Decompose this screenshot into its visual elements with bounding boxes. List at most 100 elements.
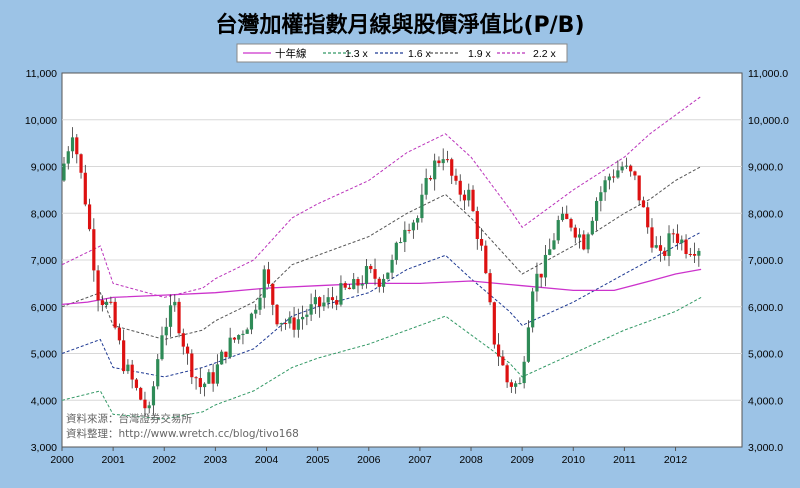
band-line-13 bbox=[61, 296, 702, 420]
candles bbox=[62, 127, 701, 416]
candle-body bbox=[569, 219, 573, 228]
candle-body bbox=[318, 297, 322, 307]
candle-body bbox=[262, 269, 266, 298]
x-tick-label: 2004 bbox=[255, 454, 279, 466]
candle-body bbox=[134, 379, 139, 388]
candle-body bbox=[70, 137, 75, 152]
candle-body bbox=[177, 301, 181, 334]
candle-body bbox=[654, 245, 658, 248]
x-tick-label: 2000 bbox=[50, 454, 74, 466]
candle-body bbox=[684, 239, 688, 254]
candle-body bbox=[637, 175, 641, 201]
candle-body bbox=[228, 337, 232, 358]
candle-body bbox=[339, 283, 343, 305]
candle-body bbox=[454, 175, 458, 181]
x-tick-label: 2005 bbox=[306, 454, 330, 466]
legend-label: 1.3 x bbox=[345, 48, 369, 60]
candle-body bbox=[326, 297, 330, 303]
y-tick-label-right: 5,000.0 bbox=[748, 349, 783, 361]
candle-body bbox=[697, 250, 701, 256]
x-tick-label: 2009 bbox=[510, 454, 534, 466]
candle-body bbox=[266, 269, 271, 284]
candle-body bbox=[198, 378, 202, 388]
candle-body bbox=[612, 176, 616, 178]
x-tick-label: 2006 bbox=[357, 454, 381, 466]
candle-body bbox=[641, 200, 646, 208]
candle-body bbox=[586, 234, 590, 250]
candle-body bbox=[514, 383, 518, 387]
candle-body bbox=[445, 159, 450, 161]
candle-body bbox=[556, 220, 560, 241]
candle-body bbox=[573, 227, 577, 238]
candle-body bbox=[147, 405, 151, 409]
candle-body bbox=[245, 329, 249, 334]
candle-body bbox=[671, 233, 675, 235]
annotation-source: 資料來源：台灣證券交易所 bbox=[66, 412, 192, 425]
candle-body bbox=[254, 309, 258, 314]
x-axis: 2000 2001 2002 2003 2004 2005 2006 2007 2008 2009… bbox=[50, 447, 687, 466]
candle-body bbox=[398, 242, 403, 244]
candle-body bbox=[275, 304, 279, 325]
x-tick-label: 2002 bbox=[153, 454, 177, 466]
candle-body bbox=[590, 220, 594, 235]
candle-body bbox=[633, 171, 637, 176]
candle-body bbox=[160, 335, 164, 360]
candle-body bbox=[692, 254, 697, 256]
x-tick-label: 2003 bbox=[204, 454, 228, 466]
candle-body bbox=[300, 316, 305, 320]
candle-body bbox=[424, 178, 428, 195]
candle-body bbox=[83, 172, 87, 205]
candle-body bbox=[560, 213, 565, 221]
chart-title: 台灣加權指數月線與股價淨值比(P/B) bbox=[215, 12, 584, 38]
y-tick-label-left: 3,000 bbox=[31, 442, 57, 454]
candle-body bbox=[675, 233, 680, 244]
candle-body bbox=[79, 154, 83, 173]
candle-body bbox=[582, 234, 586, 250]
legend-label: 1.6 x bbox=[408, 48, 432, 60]
candle-body bbox=[522, 361, 526, 384]
candle-body bbox=[190, 353, 194, 378]
candle-body bbox=[437, 160, 441, 164]
candle-body bbox=[663, 250, 667, 256]
candle-body bbox=[667, 233, 671, 256]
candle-body bbox=[518, 383, 522, 385]
candle-body bbox=[288, 317, 292, 324]
candle-body bbox=[577, 234, 582, 238]
candle-body bbox=[680, 239, 684, 244]
legend-label: 十年線 bbox=[275, 47, 307, 60]
candle-body bbox=[386, 272, 390, 279]
candle-body bbox=[335, 300, 339, 305]
candle-body bbox=[492, 302, 496, 345]
x-tick-label: 2011 bbox=[613, 454, 636, 466]
candle-body bbox=[407, 229, 411, 231]
candle-body bbox=[117, 327, 121, 341]
left-y-axis: 3,000 4,000 5,000 6,000 7,000 8,000 9,000 10,00… bbox=[25, 68, 57, 454]
y-tick-label-left: 4,000 bbox=[31, 395, 57, 407]
candle-body bbox=[531, 291, 535, 328]
candle-body bbox=[420, 194, 424, 219]
candle-body bbox=[203, 383, 207, 388]
candle-body bbox=[462, 194, 467, 201]
candle-body bbox=[271, 283, 275, 305]
y-tick-label-left: 6,000 bbox=[31, 302, 57, 314]
candle-body bbox=[599, 192, 603, 201]
candle-body bbox=[347, 287, 352, 290]
y-tick-label-right: 9,000.0 bbox=[748, 162, 783, 174]
candle-body bbox=[75, 137, 79, 155]
candle-body bbox=[194, 377, 198, 379]
candle-body bbox=[211, 372, 215, 384]
candle-body bbox=[624, 165, 629, 167]
x-tick-label: 2008 bbox=[459, 454, 483, 466]
y-tick-label-left: 11,000 bbox=[26, 68, 57, 80]
legend-label: 1.9 x bbox=[468, 48, 492, 60]
band-line-19 bbox=[61, 166, 702, 341]
candle-body bbox=[232, 337, 237, 340]
candle-body bbox=[224, 351, 228, 358]
candle-body bbox=[381, 278, 386, 287]
y-tick-label-right: 8,000.0 bbox=[748, 208, 783, 220]
candle-body bbox=[616, 170, 620, 178]
candle-body bbox=[594, 200, 599, 221]
annotation-compiler: 資料整理：http://www.wretch.cc/blog/tivo168 bbox=[66, 427, 299, 440]
candle-body bbox=[471, 189, 475, 212]
